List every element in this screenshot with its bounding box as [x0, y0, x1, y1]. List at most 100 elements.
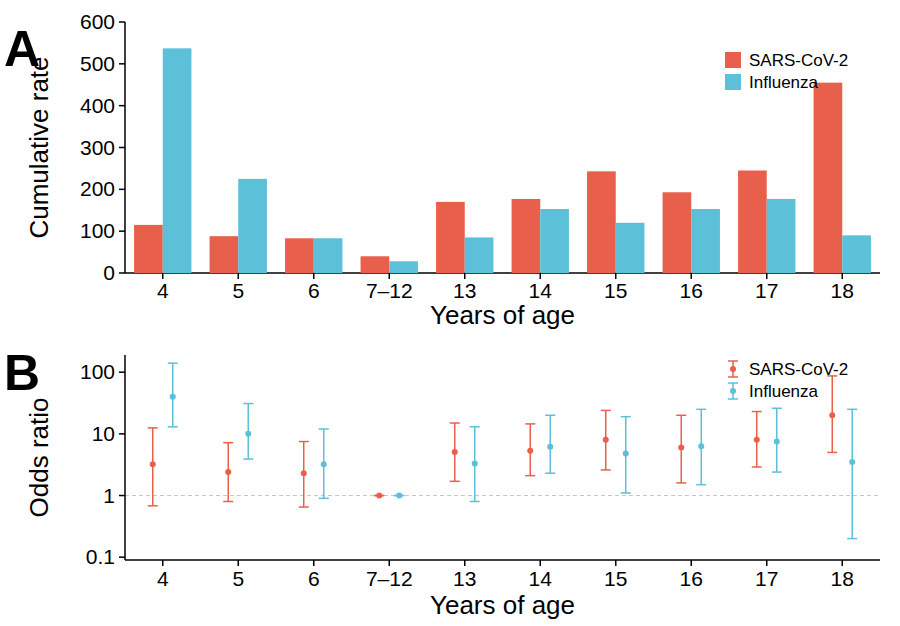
- y-tick-label: 200: [80, 177, 115, 200]
- point: [678, 445, 684, 451]
- x-tick: [691, 560, 693, 566]
- x-tick-label: 17: [755, 279, 778, 302]
- legend-swatch: [730, 388, 736, 394]
- y-tick-label: 600: [80, 10, 115, 33]
- error-cap: [676, 415, 686, 417]
- x-tick: [464, 560, 466, 566]
- error-cap: [601, 469, 611, 471]
- error-cap: [470, 501, 480, 503]
- bar: [134, 225, 163, 273]
- legend-label: Influenza: [749, 73, 819, 92]
- x-tick-label: 15: [604, 567, 627, 590]
- point: [452, 449, 458, 455]
- error-cap: [243, 458, 253, 460]
- error-cap: [319, 428, 329, 430]
- bar: [540, 209, 569, 273]
- error-bar: [319, 429, 329, 498]
- error-bar: [752, 412, 762, 467]
- y-tick: [119, 556, 125, 558]
- legend-label: Influenza: [749, 382, 819, 401]
- panel-label: B: [4, 345, 40, 401]
- y-tick-label: 100: [80, 219, 115, 242]
- bar: [436, 202, 465, 273]
- x-tick: [389, 560, 391, 566]
- bar: [238, 179, 267, 273]
- y-tick: [119, 230, 125, 232]
- y-tick: [119, 63, 125, 65]
- error-bar: [525, 424, 535, 476]
- error-cap: [223, 501, 233, 503]
- error-cap: [545, 472, 555, 474]
- y-tick: [119, 371, 125, 373]
- point: [170, 394, 176, 400]
- bar: [361, 256, 390, 273]
- error-bar: [601, 410, 611, 470]
- x-tick-label: 5: [232, 567, 244, 590]
- point: [301, 470, 307, 476]
- legend-swatch: [725, 74, 741, 90]
- legend-swatch: [728, 376, 738, 378]
- error-bar: [168, 363, 178, 427]
- error-cap: [450, 422, 460, 424]
- bar: [285, 238, 314, 273]
- error-cap: [601, 410, 611, 412]
- bar: [512, 199, 541, 273]
- error-bar: [827, 376, 837, 452]
- x-tick-label: 18: [831, 279, 854, 302]
- point: [396, 493, 402, 499]
- reference-line: [125, 495, 880, 496]
- y-axis-line: [124, 355, 126, 560]
- x-tick-label: 17: [755, 567, 778, 590]
- legend-swatch: [728, 360, 738, 362]
- error-cap: [847, 538, 857, 540]
- x-tick-label: 4: [157, 567, 169, 590]
- point: [754, 437, 760, 443]
- point: [150, 461, 156, 467]
- point: [321, 461, 327, 467]
- x-tick: [540, 560, 542, 566]
- y-tick-label: 1: [103, 484, 115, 507]
- bar: [163, 48, 192, 273]
- error-cap: [223, 442, 233, 444]
- y-tick: [119, 189, 125, 191]
- y-tick-label: 10: [92, 422, 115, 445]
- point: [225, 469, 231, 475]
- error-cap: [545, 415, 555, 417]
- error-bar: [223, 443, 233, 502]
- x-tick-label: 15: [604, 279, 627, 302]
- x-tick-label: 6: [308, 279, 320, 302]
- bar: [814, 83, 843, 273]
- y-tick: [119, 272, 125, 274]
- error-cap: [621, 416, 631, 418]
- error-bar: [545, 415, 555, 473]
- x-tick-label: 16: [680, 279, 703, 302]
- error-bar: [696, 409, 706, 484]
- y-tick-label: 300: [80, 136, 115, 159]
- error-cap: [450, 481, 460, 483]
- bar: [314, 238, 343, 273]
- legend-swatch: [725, 52, 741, 68]
- error-bar: [243, 404, 253, 460]
- error-cap: [299, 441, 309, 443]
- point: [829, 412, 835, 418]
- error-cap: [772, 471, 782, 473]
- point: [245, 431, 251, 437]
- y-tick: [119, 433, 125, 435]
- point: [603, 437, 609, 443]
- x-tick: [313, 560, 315, 566]
- bar: [210, 236, 239, 273]
- y-tick-label: 100: [80, 360, 115, 383]
- error-cap: [168, 426, 178, 428]
- error-bar: [847, 409, 857, 538]
- y-tick-label: 500: [80, 52, 115, 75]
- legend-swatch: [728, 398, 738, 400]
- error-stem: [852, 409, 854, 538]
- y-tick: [119, 495, 125, 497]
- error-cap: [676, 482, 686, 484]
- x-tick-label: 13: [453, 567, 476, 590]
- bar: [691, 209, 720, 273]
- point: [527, 448, 533, 454]
- x-axis-label: Years of age: [430, 590, 575, 620]
- x-tick-label: 14: [529, 279, 553, 302]
- x-axis-label: Years of age: [430, 300, 575, 330]
